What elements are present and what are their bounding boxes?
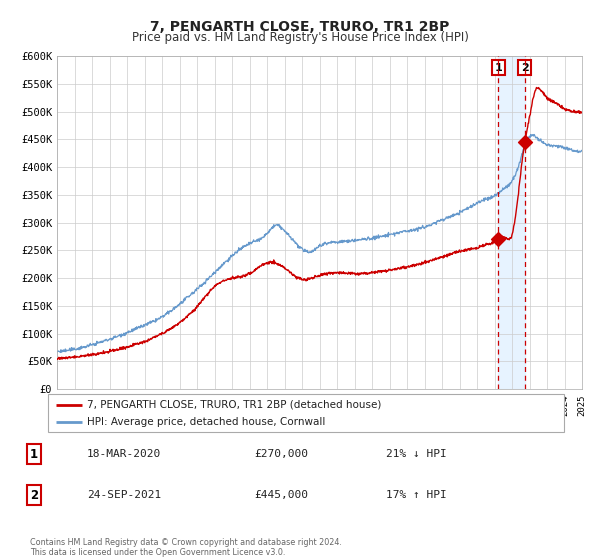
- Text: 1: 1: [30, 447, 38, 461]
- Text: 2: 2: [521, 63, 529, 73]
- Text: 17% ↑ HPI: 17% ↑ HPI: [386, 490, 447, 500]
- Text: 7, PENGARTH CLOSE, TRURO, TR1 2BP: 7, PENGARTH CLOSE, TRURO, TR1 2BP: [151, 20, 449, 34]
- Text: 2: 2: [30, 488, 38, 502]
- Text: HPI: Average price, detached house, Cornwall: HPI: Average price, detached house, Corn…: [86, 417, 325, 427]
- Text: 21% ↓ HPI: 21% ↓ HPI: [386, 449, 447, 459]
- Point: [520, 138, 530, 147]
- Text: 1: 1: [494, 63, 502, 73]
- Text: Contains HM Land Registry data © Crown copyright and database right 2024.
This d: Contains HM Land Registry data © Crown c…: [30, 538, 342, 557]
- Text: Price paid vs. HM Land Registry's House Price Index (HPI): Price paid vs. HM Land Registry's House …: [131, 31, 469, 44]
- Bar: [498, 56, 525, 389]
- Text: £270,000: £270,000: [254, 449, 308, 459]
- Text: 7, PENGARTH CLOSE, TRURO, TR1 2BP (detached house): 7, PENGARTH CLOSE, TRURO, TR1 2BP (detac…: [86, 399, 381, 409]
- Text: £445,000: £445,000: [254, 490, 308, 500]
- Text: 18-MAR-2020: 18-MAR-2020: [87, 449, 161, 459]
- Point: [493, 235, 503, 244]
- Text: 24-SEP-2021: 24-SEP-2021: [87, 490, 161, 500]
